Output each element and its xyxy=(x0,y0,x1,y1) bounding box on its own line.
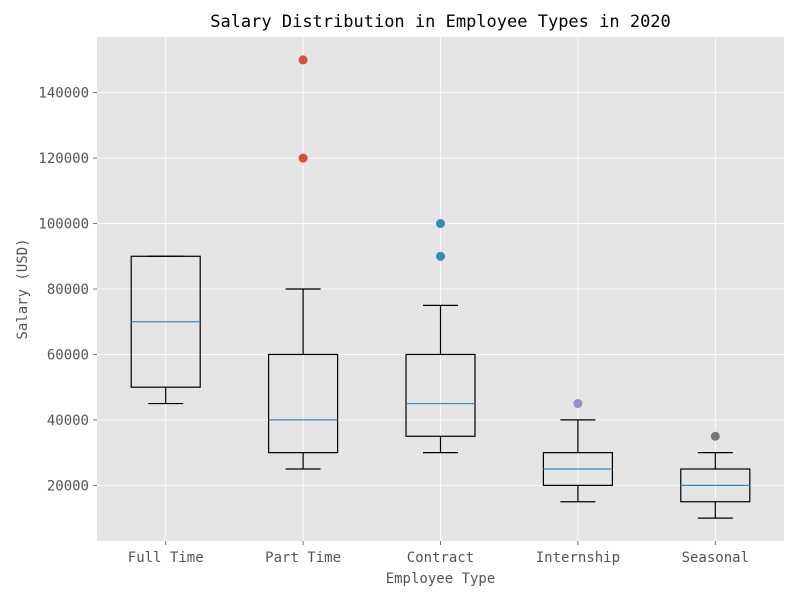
outlier-point xyxy=(573,399,583,409)
y-tick-label: 100000 xyxy=(38,217,89,233)
y-tick-label: 120000 xyxy=(38,151,89,167)
outlier-point xyxy=(298,55,308,65)
y-tick-label: 80000 xyxy=(47,282,89,298)
x-axis-label: Employee Type xyxy=(386,571,496,587)
box-full-time xyxy=(130,255,201,405)
box-internship xyxy=(542,399,614,503)
tick-labels: 20000 40000 60000 80000 100000 120000 140000 Fu… xyxy=(38,86,749,566)
x-tick-label: Internship xyxy=(536,550,620,566)
x-tick-label: Seasonal xyxy=(682,550,749,566)
box-contract xyxy=(405,219,476,454)
y-tick-label: 40000 xyxy=(47,413,89,429)
outlier-point xyxy=(298,153,308,163)
y-tick-label: 140000 xyxy=(38,86,89,102)
y-axis-label: Salary (USD) xyxy=(15,238,31,339)
outlier-point xyxy=(710,431,720,441)
x-tick-label: Part Time xyxy=(265,550,341,566)
iqr-box xyxy=(268,353,339,454)
y-tick-label: 60000 xyxy=(47,347,89,363)
x-tick-label: Contract xyxy=(407,550,474,566)
box-seasonal xyxy=(680,431,751,519)
y-tick-label: 20000 xyxy=(47,478,89,494)
boxes xyxy=(130,55,751,519)
x-tick-label: Full Time xyxy=(128,550,204,566)
iqr-box xyxy=(405,353,476,437)
outlier-point xyxy=(436,219,445,229)
outlier-point xyxy=(436,251,445,261)
box-part-time xyxy=(268,55,339,470)
chart-title: Salary Distribution in Employee Types in… xyxy=(210,12,671,32)
